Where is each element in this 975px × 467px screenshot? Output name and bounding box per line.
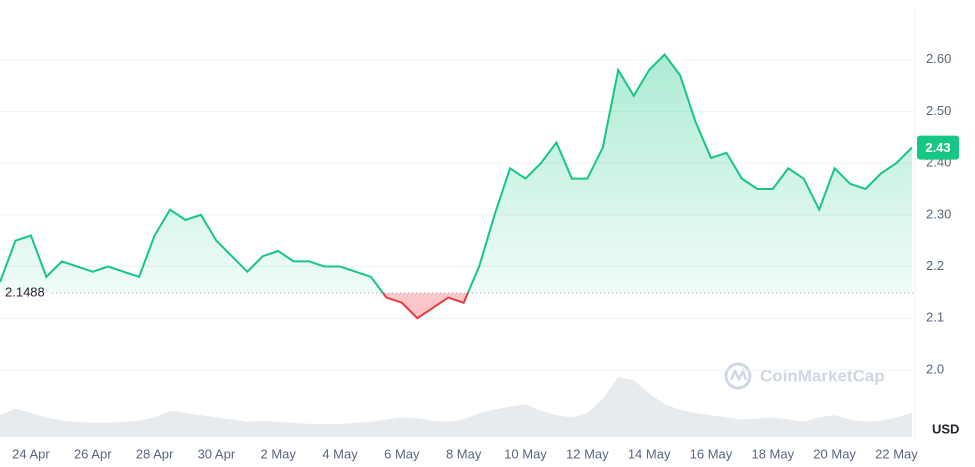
x-tick-label: 24 Apr (12, 446, 50, 461)
x-tick-label: 12 May (566, 446, 609, 461)
x-tick-label: 8 May (446, 446, 482, 461)
x-tick-label: 14 May (628, 446, 671, 461)
area-below (0, 293, 912, 319)
y-tick-label: 2.50 (926, 103, 951, 118)
x-tick-label: 22 May (875, 446, 918, 461)
x-tick-label: 18 May (751, 446, 794, 461)
y-unit: USD (932, 421, 959, 436)
y-tick-label: 2.60 (926, 51, 951, 66)
volume-area (0, 377, 912, 437)
baseline-label: 2.1488 (5, 284, 45, 299)
current-price-label: 2.43 (925, 140, 950, 155)
y-tick-label: 2.0 (926, 361, 944, 376)
x-tick-label: 28 Apr (136, 446, 174, 461)
y-tick-label: 2.1 (926, 310, 944, 325)
watermark: CoinMarketCap (724, 362, 885, 390)
x-tick-label: 10 May (504, 446, 547, 461)
area-above (0, 54, 912, 294)
y-tick-label: 2.30 (926, 206, 951, 221)
x-tick-label: 20 May (813, 446, 856, 461)
current-price-badge (917, 135, 959, 160)
x-tick-label: 16 May (690, 446, 733, 461)
price-line-below (381, 293, 469, 320)
x-tick-label: 6 May (384, 446, 420, 461)
y-tick-label: 2.2 (926, 258, 944, 273)
x-tick-label: 4 May (322, 446, 358, 461)
watermark-text: CoinMarketCap (760, 366, 885, 385)
x-tick-label: 2 May (261, 446, 297, 461)
price-line-above (0, 53, 913, 294)
x-tick-label: 26 Apr (74, 446, 112, 461)
x-tick-label: 30 Apr (198, 446, 236, 461)
